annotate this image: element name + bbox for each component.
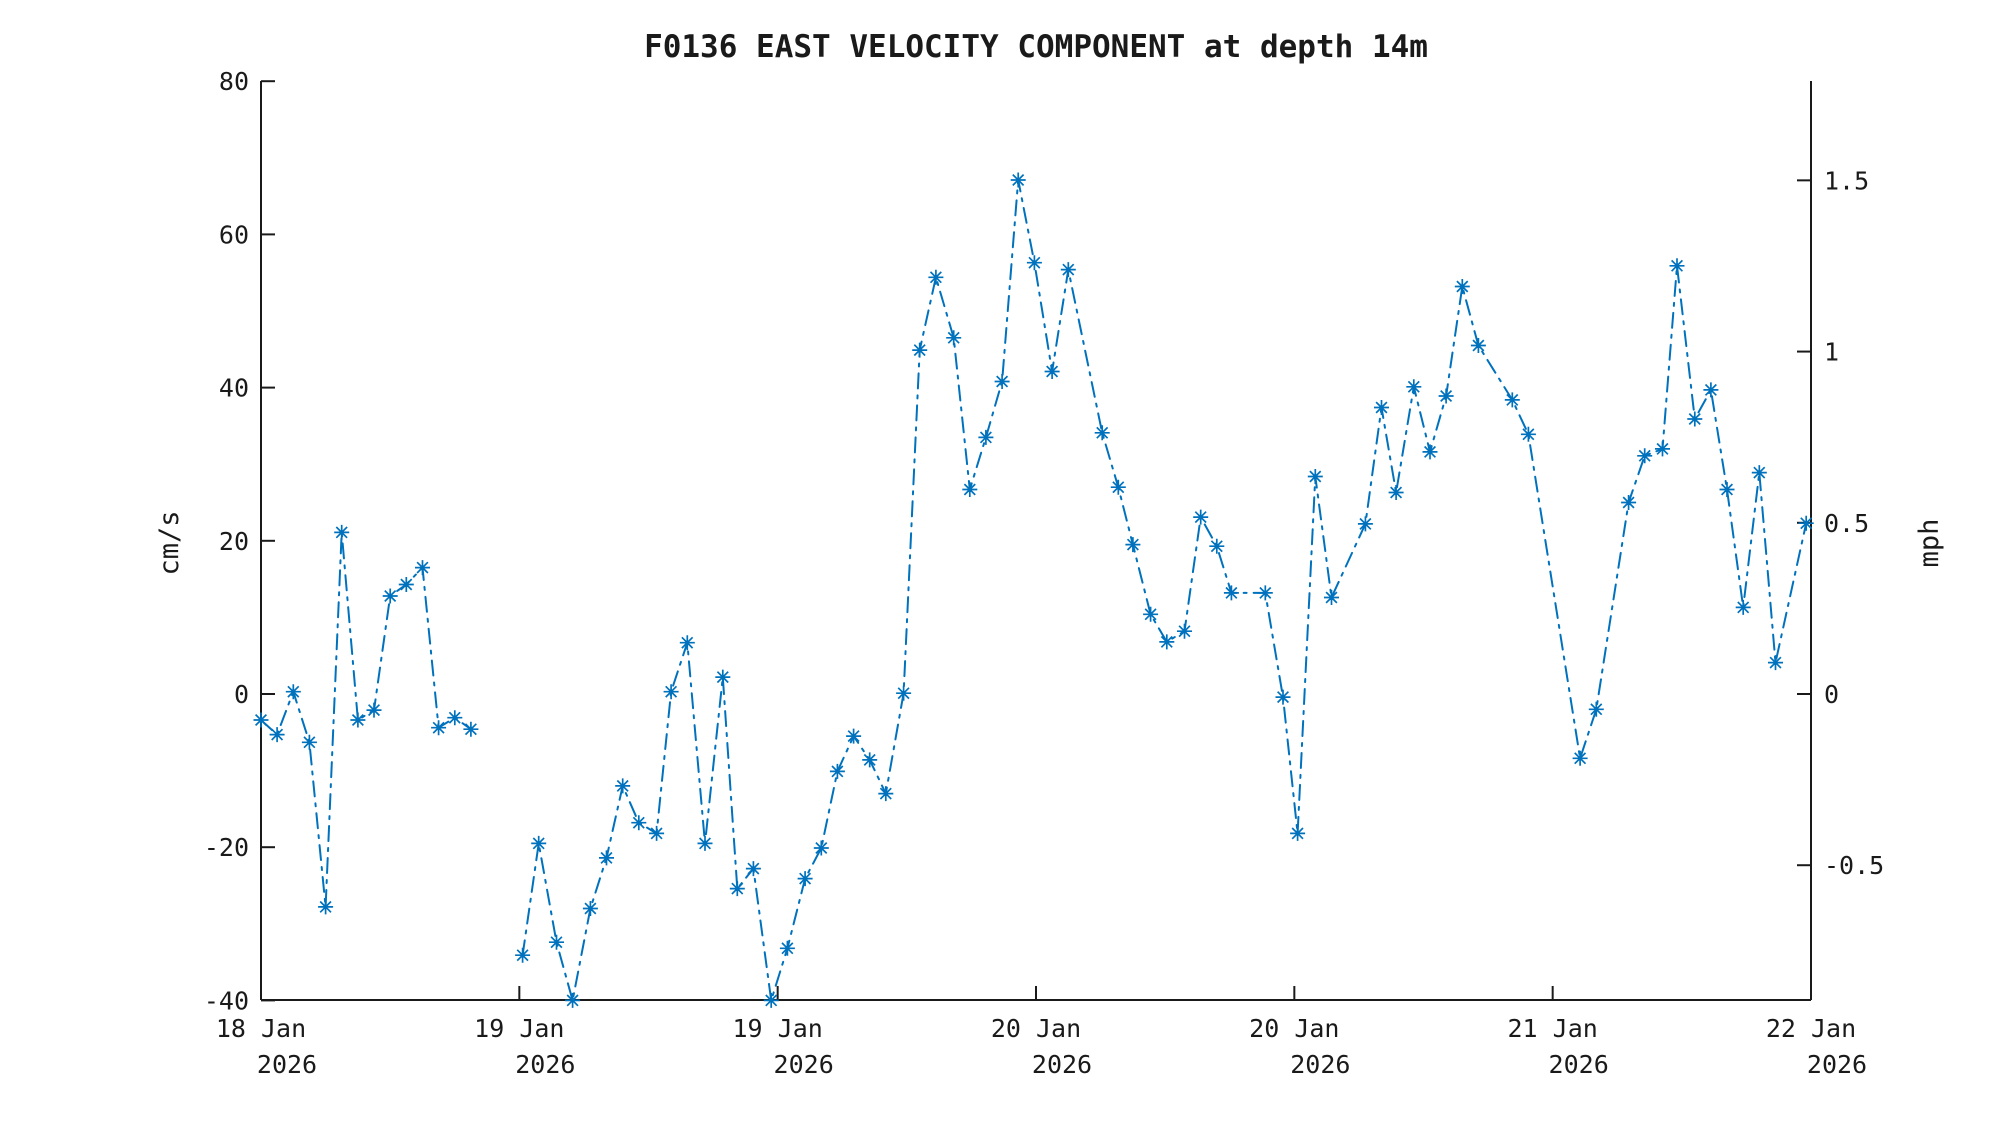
right-axis-tick-label: 1.5 bbox=[1824, 166, 1869, 195]
x-axis-tick-label-year: 2026 bbox=[1807, 1050, 1867, 1079]
left-axis-tick-label: 20 bbox=[219, 527, 249, 556]
left-axis-tick-label: -20 bbox=[204, 833, 249, 862]
right-axis-tick-label: 1 bbox=[1824, 338, 1839, 367]
chart-title: F0136 EAST VELOCITY COMPONENT at depth 1… bbox=[644, 29, 1428, 65]
left-axis-tick-label: 40 bbox=[219, 374, 249, 403]
velocity-line-segment bbox=[260, 532, 472, 907]
velocity-line-segment bbox=[521, 179, 1808, 1001]
data-point-markers bbox=[253, 172, 1814, 1008]
left-axis-tick-label: 60 bbox=[219, 220, 249, 249]
x-axis-tick-label-date: 18 Jan bbox=[216, 1014, 306, 1043]
left-axis-tick-label: 0 bbox=[234, 680, 249, 709]
x-axis-tick-label-year: 2026 bbox=[257, 1050, 317, 1079]
right-axis-label: mph bbox=[1914, 519, 1945, 568]
x-axis-tick-label-year: 2026 bbox=[774, 1050, 834, 1079]
x-axis-tick-label-date: 22 Jan bbox=[1766, 1014, 1856, 1043]
left-axis-tick-label: -40 bbox=[204, 986, 249, 1015]
x-axis-tick-label-date: 20 Jan bbox=[991, 1014, 1081, 1043]
x-axis-tick-label-year: 2026 bbox=[1549, 1050, 1609, 1079]
left-axis-label: cm/s bbox=[154, 510, 185, 575]
x-axis-tick-label-date: 20 Jan bbox=[1249, 1014, 1339, 1043]
left-axis-tick-label: 80 bbox=[219, 67, 249, 96]
axes: 80 60 40 20 0 -20 -40 1.5 1 0.5 0 -0.5 18 Jan 2026 19 … bbox=[204, 67, 1884, 1079]
x-axis-tick-label-date: 19 Jan bbox=[733, 1014, 823, 1043]
x-axis-tick-label-date: 19 Jan bbox=[474, 1014, 564, 1043]
velocity-series bbox=[253, 172, 1814, 1008]
x-axis-tick-label-year: 2026 bbox=[1032, 1050, 1092, 1079]
right-axis-tick-label: -0.5 bbox=[1824, 851, 1884, 880]
right-axis-tick-label: 0.5 bbox=[1824, 509, 1869, 538]
x-axis-tick-label-year: 2026 bbox=[515, 1050, 575, 1079]
right-axis-tick-label: 0 bbox=[1824, 680, 1839, 709]
x-axis-tick-label-year: 2026 bbox=[1290, 1050, 1350, 1079]
x-axis-tick-label-date: 21 Jan bbox=[1508, 1014, 1598, 1043]
